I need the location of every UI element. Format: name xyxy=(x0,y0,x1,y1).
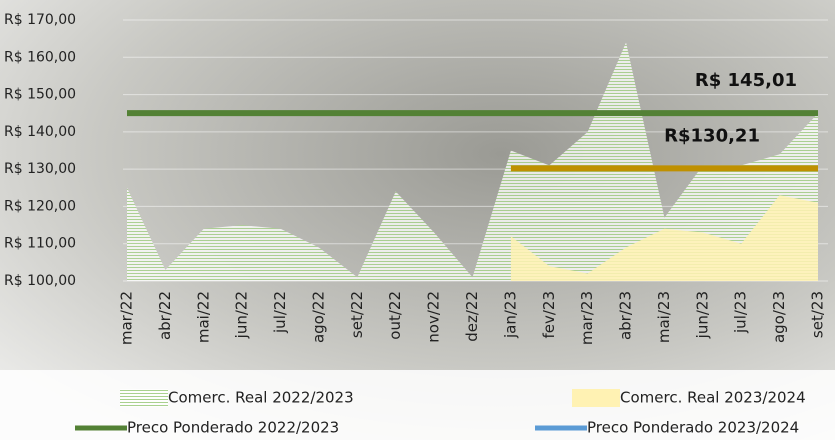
x-tick-label: mai/22 xyxy=(194,291,212,343)
legend-label: Comerc. Real 2023/2024 xyxy=(620,389,806,407)
y-tick-label: R$ 100,00 xyxy=(4,273,76,289)
x-tick-label: nov/22 xyxy=(425,291,443,343)
x-tick-label: set/23 xyxy=(809,291,827,338)
x-tick-label: mar/22 xyxy=(118,291,136,345)
legend-label: Preco Ponderado 2023/2024 xyxy=(587,419,799,437)
x-tick-label: mai/23 xyxy=(655,291,673,343)
legend-swatch xyxy=(572,389,620,407)
x-tick-label: ago/22 xyxy=(309,291,327,343)
annotation: R$ 145,01 xyxy=(695,70,797,91)
x-tick-label: dez/22 xyxy=(463,291,481,342)
x-tick-label: abr/23 xyxy=(617,291,635,340)
legend-label: Comerc. Real 2022/2023 xyxy=(168,389,354,407)
x-tick-label: jan/23 xyxy=(501,291,519,339)
x-tick-label: abr/22 xyxy=(156,291,174,340)
y-tick-label: R$ 150,00 xyxy=(4,87,76,103)
x-tick-label: jun/23 xyxy=(693,291,711,339)
y-tick-label: R$ 160,00 xyxy=(4,49,76,65)
x-tick-label: set/22 xyxy=(348,291,366,338)
y-tick-label: R$ 120,00 xyxy=(4,198,76,214)
x-tick-label: jul/23 xyxy=(732,291,750,334)
y-tick-label: R$ 170,00 xyxy=(4,12,76,28)
x-tick-label: fev/23 xyxy=(540,291,558,339)
y-tick-label: R$ 110,00 xyxy=(4,236,76,252)
legend-swatch xyxy=(120,389,168,407)
y-tick-label: R$ 130,00 xyxy=(4,161,76,177)
legend-label: Preco Ponderado 2022/2023 xyxy=(127,419,339,437)
x-tick-label: ago/23 xyxy=(770,291,788,343)
x-tick-label: mar/23 xyxy=(578,291,596,345)
y-tick-label: R$ 140,00 xyxy=(4,124,76,140)
chart: R$ 100,00 R$ 110,00 R$ 120,00 R$ 130,00 R$ 1… xyxy=(0,0,835,440)
x-tick-label: jun/22 xyxy=(233,291,251,339)
x-tick-label: out/22 xyxy=(386,291,404,340)
x-tick-label: jul/22 xyxy=(271,291,289,334)
annotation: R$130,21 xyxy=(664,125,760,146)
